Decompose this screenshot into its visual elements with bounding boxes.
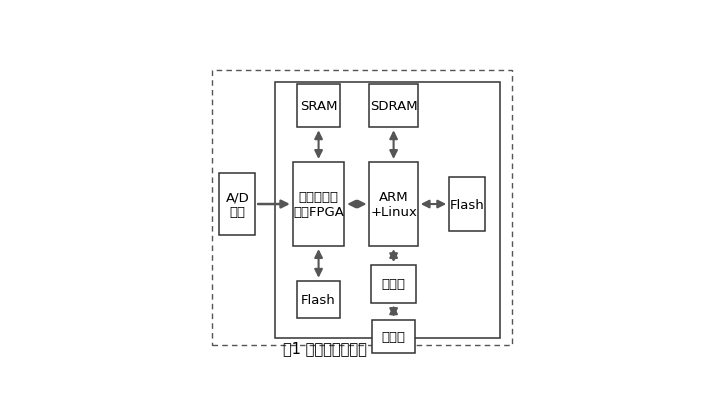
- Bar: [219, 173, 255, 236]
- Text: Flash: Flash: [301, 293, 336, 306]
- Text: 图1 采集板总体框图: 图1 采集板总体框图: [283, 341, 367, 356]
- Text: Flash: Flash: [450, 198, 484, 211]
- Bar: [293, 162, 344, 247]
- Bar: [371, 265, 416, 303]
- Bar: [297, 281, 341, 318]
- Text: 图像传输控
制器FPGA: 图像传输控 制器FPGA: [293, 191, 344, 218]
- Text: SRAM: SRAM: [300, 100, 337, 113]
- Bar: [449, 177, 485, 232]
- Bar: [369, 85, 418, 128]
- Bar: [369, 162, 418, 247]
- Text: 上位机: 上位机: [382, 330, 406, 343]
- Bar: [297, 85, 341, 128]
- Text: A/D
模块: A/D 模块: [226, 191, 249, 218]
- Bar: [373, 320, 415, 353]
- Text: SDRAM: SDRAM: [370, 100, 417, 113]
- Text: ARM
+Linux: ARM +Linux: [370, 191, 417, 218]
- Text: 以太网: 以太网: [382, 277, 406, 290]
- Bar: [275, 83, 500, 339]
- Bar: [212, 70, 513, 345]
